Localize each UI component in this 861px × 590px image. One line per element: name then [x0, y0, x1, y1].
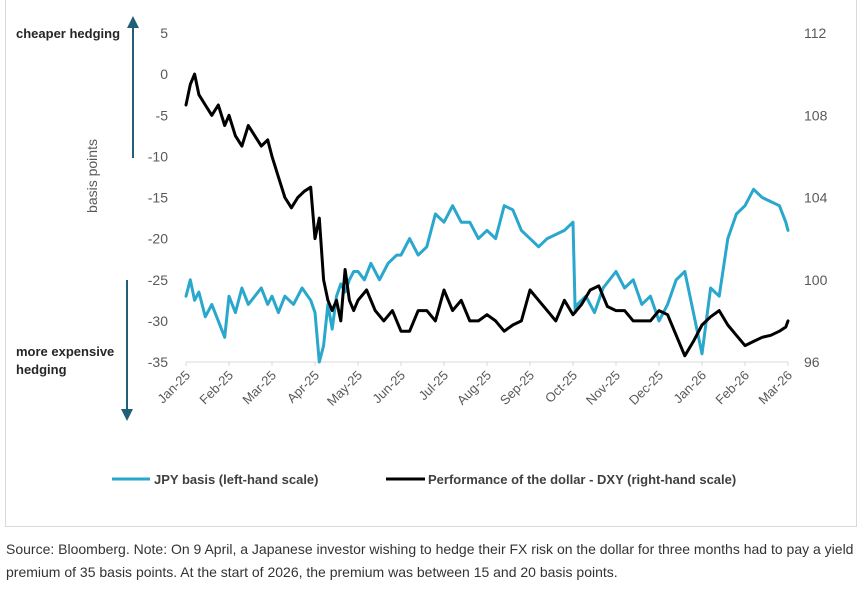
x-tick-label: Apr-25	[284, 368, 322, 406]
left-tick-label: 5	[160, 25, 168, 41]
x-tick-label: Oct-25	[542, 368, 580, 406]
x-tick-label: Nov-25	[583, 368, 623, 408]
x-tick-label: Feb-25	[196, 368, 236, 408]
left-tick-label: -10	[148, 148, 168, 164]
right-tick-label: 104	[804, 190, 828, 206]
right-tick-label: 108	[804, 107, 828, 123]
chart-frame	[5, 0, 857, 527]
legend: JPY basis (left-hand scale) Performance …	[112, 472, 736, 487]
annotation-cheaper-hedging: cheaper hedging	[16, 26, 120, 41]
right-tick-label: 112	[804, 25, 827, 41]
annotation-more-expensive-2: hedging	[16, 362, 67, 377]
series-line-jpy-basis	[184, 187, 790, 364]
left-axis-ticks: 5 0 -5 -10 -15 -20 -25 -30 -35	[148, 25, 168, 370]
chart: 5 0 -5 -10 -15 -20 -25 -30 -35 112 108 104 100 96 Ja…	[16, 16, 828, 487]
left-tick-label: 0	[160, 66, 168, 82]
left-tick-label: -25	[148, 272, 168, 288]
legend-label-dxy: Performance of the dollar - DXY (right-h…	[428, 472, 736, 487]
x-tick-label: Jan-25	[154, 368, 193, 407]
x-tick-label: May-25	[324, 368, 365, 409]
left-tick-label: -5	[156, 107, 169, 123]
x-tick-label: Dec-25	[626, 368, 666, 408]
y-axis-label: basis points	[84, 139, 100, 213]
caption: Source: Bloomberg. Note: On 9 April, a J…	[6, 541, 854, 580]
left-tick-label: -30	[148, 313, 168, 329]
annotation-more-expensive-1: more expensive	[16, 344, 114, 359]
right-axis-ticks: 112 108 104 100 96	[804, 25, 828, 370]
x-tick-label: Aug-25	[454, 368, 494, 408]
x-axis-ticks: Jan-25 Feb-25 Mar-25 Apr-25 May-25 Jun-25 Jul-…	[154, 362, 795, 409]
x-tick-label: Mar-25	[239, 368, 279, 408]
left-tick-label: -20	[148, 231, 168, 247]
x-tick-label: Jul-25	[415, 368, 451, 404]
x-tick-label: Feb-26	[712, 368, 752, 408]
right-tick-label: 100	[804, 272, 828, 288]
legend-label-jpy: JPY basis (left-hand scale)	[154, 472, 319, 487]
x-tick-label: Jan-26	[670, 368, 709, 407]
arrow-down	[121, 280, 133, 421]
left-tick-label: -15	[148, 190, 168, 206]
arrow-up	[127, 16, 139, 158]
x-tick-label: Sep-25	[497, 368, 537, 408]
x-tick-label: Mar-26	[755, 368, 795, 408]
right-tick-label: 96	[804, 354, 820, 370]
x-tick-label: Jun-25	[369, 368, 408, 407]
series-line-dxy	[184, 72, 790, 358]
left-tick-label: -35	[148, 354, 168, 370]
